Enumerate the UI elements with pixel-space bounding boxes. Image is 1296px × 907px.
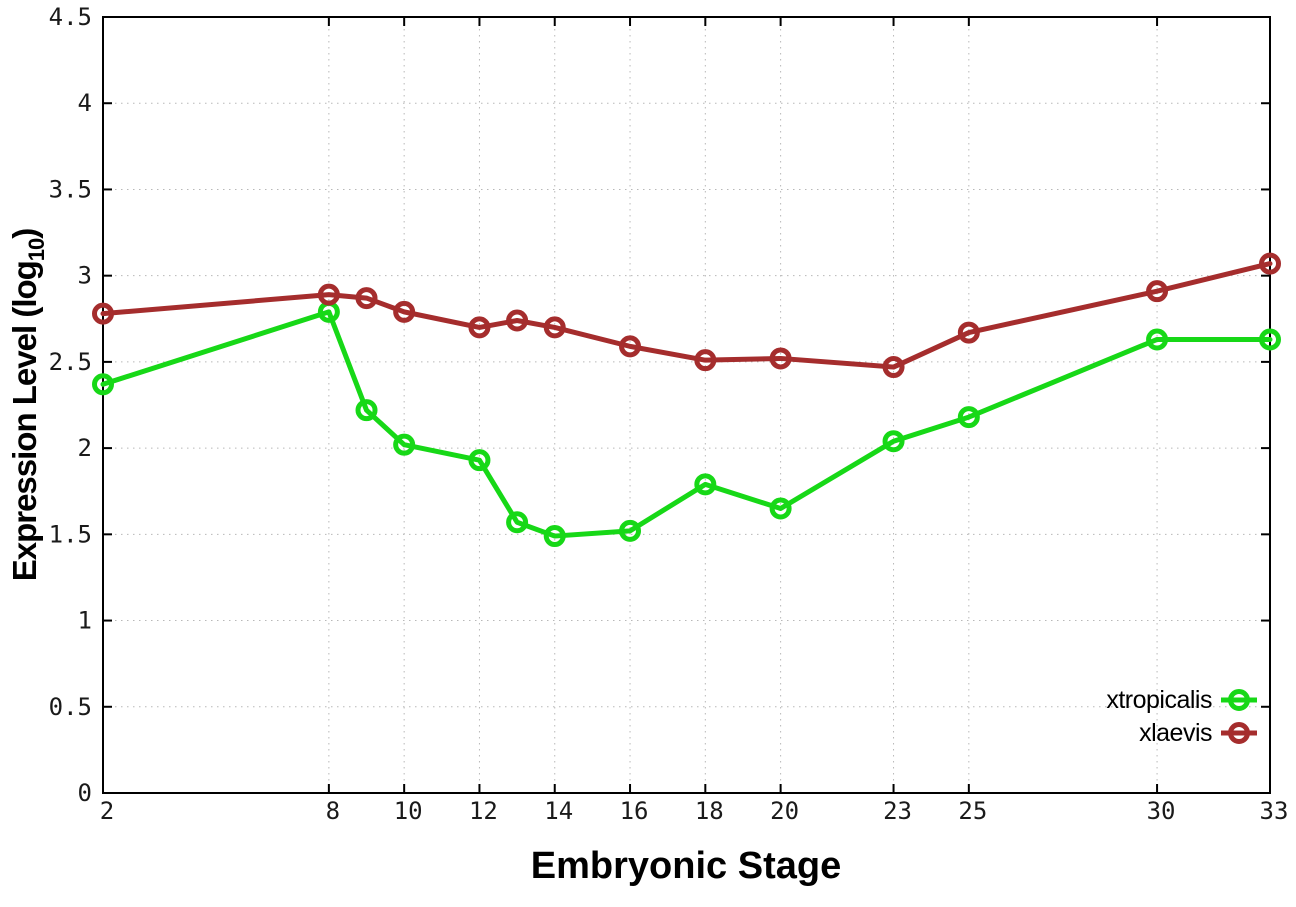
y-axis-title-text: Expression Level (log [6, 261, 43, 582]
series-xtropicalis-marker [769, 497, 792, 520]
y-tick-label: 1.5 [49, 520, 92, 548]
series-xlaevis-marker [92, 302, 114, 325]
x-tick-label: 2 [100, 797, 114, 825]
x-tick-label: 8 [326, 797, 340, 825]
plot-border [102, 16, 1271, 794]
x-tick-label: 10 [394, 797, 423, 825]
series-xtropicalis-marker [543, 525, 566, 548]
series-xtropicalis-line [100, 309, 1273, 539]
series-xtropicalis-marker [468, 449, 491, 472]
series-xlaevis-marker [468, 316, 491, 339]
legend-label-xlaevis: xlaevis [1139, 719, 1212, 747]
y-axis-title-subscript: 10 [24, 238, 49, 262]
legend-sample-marker-xlaevis [1228, 722, 1250, 744]
series-xlaevis-marker [543, 316, 566, 339]
x-tick-label: 25 [958, 797, 987, 825]
series-xlaevis-marker [694, 349, 717, 372]
series-xtropicalis-marker [393, 433, 416, 456]
series-xlaevis-marker [506, 309, 529, 332]
series-xtropicalis-marker [355, 399, 378, 422]
series-xlaevis-marker [1259, 252, 1281, 275]
series-xlaevis-marker [317, 283, 340, 306]
series-xtropicalis-marker [506, 511, 529, 534]
series-xtropicalis-marker [1146, 328, 1169, 351]
y-axis-title-suffix: ) [6, 228, 43, 239]
x-tick-label: 14 [544, 797, 573, 825]
series-xlaevis-line [100, 261, 1273, 370]
x-tick-label: 16 [620, 797, 649, 825]
series-xlaevis-marker [355, 287, 378, 310]
series-xtropicalis-marker [619, 519, 642, 542]
series-xtropicalis-marker [694, 473, 717, 496]
x-tick-label: 33 [1260, 797, 1289, 825]
series-xlaevis-marker [957, 321, 980, 344]
x-tick-label: 30 [1147, 797, 1176, 825]
y-tick-label: 1 [78, 607, 92, 635]
y-tick-label: 3 [78, 262, 92, 290]
series-xlaevis-marker [619, 335, 642, 358]
x-tick-label: 23 [883, 797, 912, 825]
y-tick-label: 2 [78, 434, 92, 462]
y-tick-label: 0 [78, 779, 92, 807]
x-axis-title: Embryonic Stage [530, 845, 842, 887]
series-xtropicalis-marker [1259, 328, 1281, 351]
series-xlaevis-marker [882, 356, 905, 379]
series-xtropicalis-marker [882, 430, 905, 453]
series-xtropicalis-marker [957, 406, 980, 429]
y-tick-label: 2.5 [49, 348, 92, 376]
series-xtropicalis-marker [92, 373, 114, 396]
legend-label-xtropicalis: xtropicalis [1106, 686, 1212, 714]
x-tick-label: 20 [770, 797, 799, 825]
series-xlaevis-marker [1146, 280, 1169, 303]
x-tick-label: 12 [469, 797, 498, 825]
y-tick-label: 4 [78, 89, 92, 117]
y-tick-label: 3.5 [49, 175, 92, 203]
legend-sample-marker-xtropicalis [1228, 689, 1250, 711]
series-xlaevis-marker [769, 347, 792, 370]
y-tick-label: 4.5 [49, 3, 92, 31]
y-tick-label: 0.5 [49, 693, 92, 721]
series-xlaevis-marker [393, 300, 416, 323]
y-axis-title: Expression Level (log10) [6, 229, 50, 582]
x-tick-label: 18 [695, 797, 724, 825]
